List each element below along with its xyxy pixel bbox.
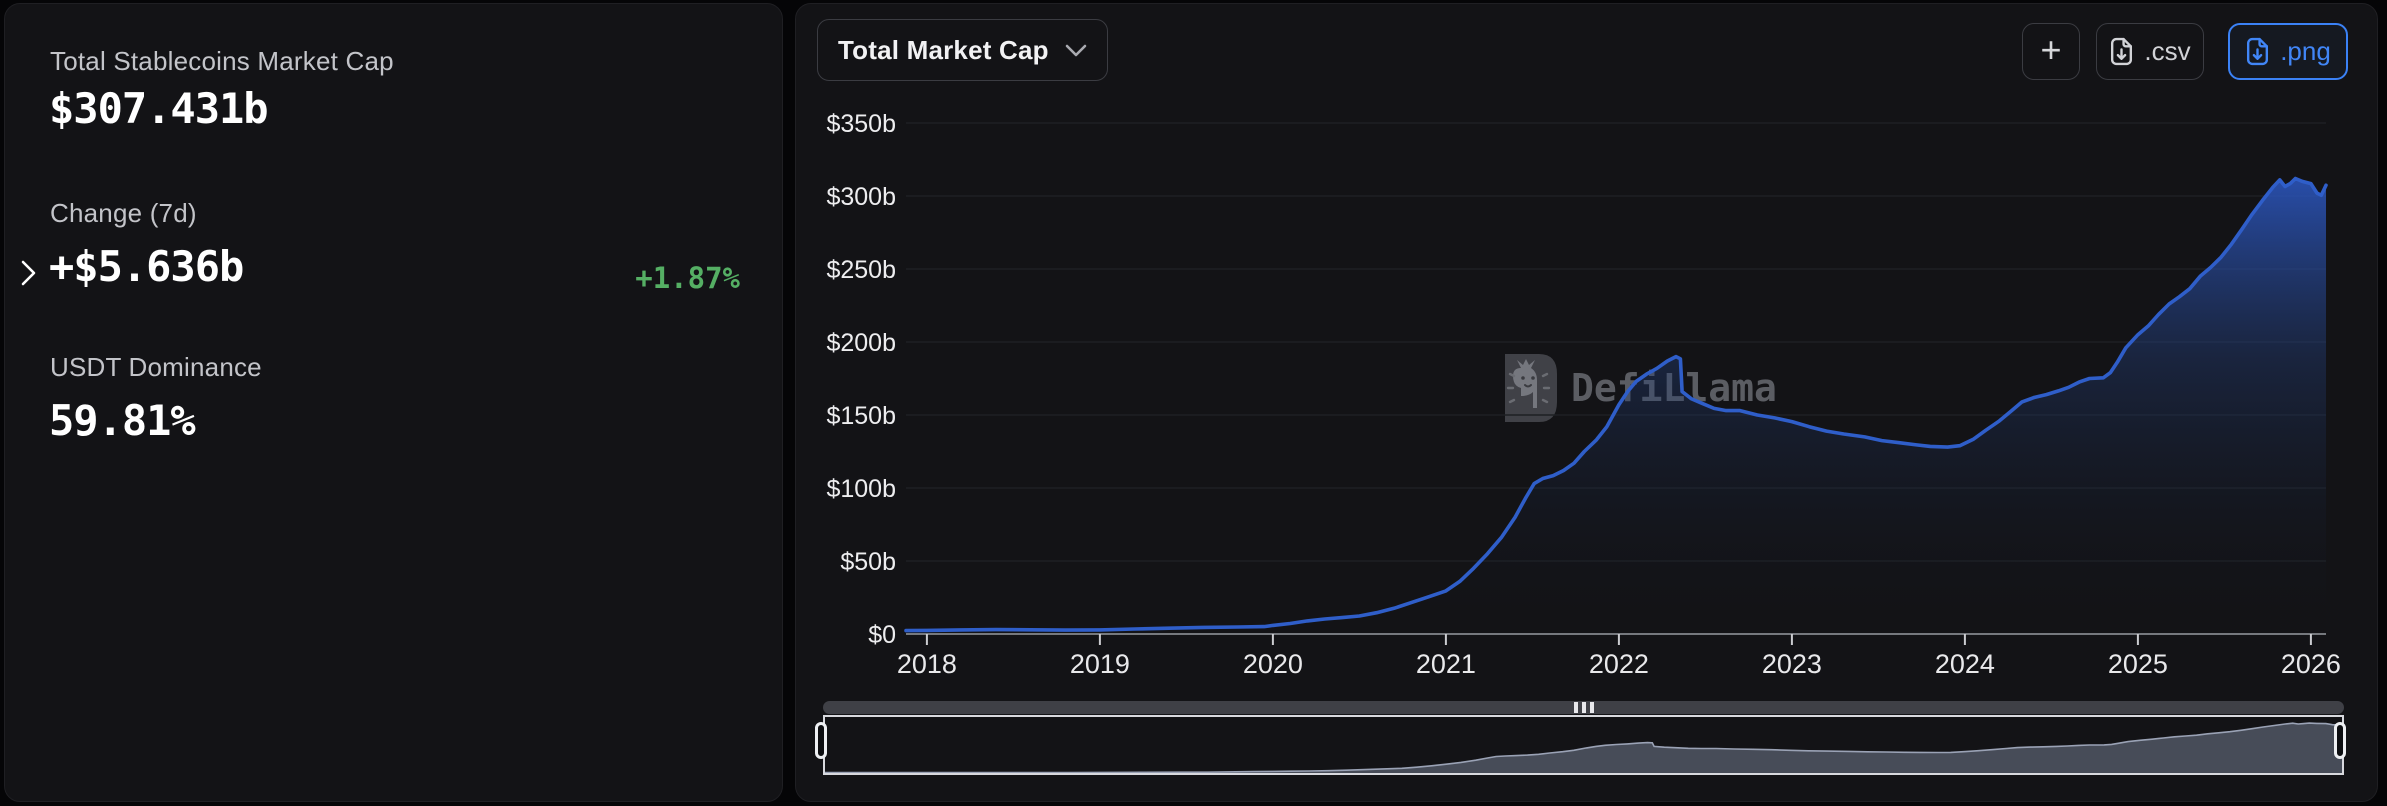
svg-text:$150b: $150b	[826, 402, 896, 430]
svg-text:$300b: $300b	[826, 183, 896, 211]
change-7d-percent-badge: +1.87%	[635, 261, 740, 295]
export-csv-button[interactable]: .csv	[2096, 23, 2204, 80]
change-7d-label: Change (7d)	[50, 198, 197, 228]
stats-panel: Total Stablecoins Market Cap $307.431b C…	[4, 3, 783, 802]
chart-panel: Total Market Cap + .csv .png	[795, 3, 2378, 802]
svg-text:$100b: $100b	[826, 475, 896, 503]
x-axis: 2018 2019 2020 2021 2022 2023 2024 2025 2026	[897, 634, 2341, 679]
y-axis-labels: $0 $50b $100b $150b $200b $250b $300b $350b	[826, 110, 896, 649]
brush-mini-chart	[825, 722, 2342, 773]
svg-text:$350b: $350b	[826, 110, 896, 138]
csv-button-label: .csv	[2144, 36, 2191, 66]
brush-handle-right[interactable]	[2334, 722, 2346, 759]
svg-text:2024: 2024	[1935, 649, 1995, 679]
svg-text:$50b: $50b	[840, 548, 896, 576]
add-button-label: +	[2040, 28, 2062, 70]
brush-handle-left[interactable]	[815, 722, 827, 759]
file-download-icon	[2247, 37, 2269, 66]
svg-text:2021: 2021	[1416, 649, 1476, 679]
usdt-dominance-label: USDT Dominance	[50, 352, 262, 382]
svg-text:2023: 2023	[1762, 649, 1822, 679]
svg-text:2020: 2020	[1243, 649, 1303, 679]
svg-text:$250b: $250b	[826, 256, 896, 284]
svg-text:$200b: $200b	[826, 329, 896, 357]
brush-grip-icon	[1589, 702, 1594, 713]
defillama-llama-icon	[1505, 354, 1557, 422]
add-chart-button[interactable]: +	[2022, 23, 2080, 80]
svg-text:2025: 2025	[2108, 649, 2168, 679]
metric-selector-label: Total Market Cap	[838, 34, 1049, 65]
metric-selector-dropdown[interactable]: Total Market Cap	[817, 19, 1108, 81]
brush-drag-bar[interactable]	[823, 701, 2344, 714]
brush-grip-icon	[1581, 702, 1586, 713]
file-download-icon	[2111, 37, 2133, 66]
svg-text:2018: 2018	[897, 649, 957, 679]
change-7d-value: +$5.636b	[49, 242, 244, 291]
export-png-button[interactable]: .png	[2228, 23, 2348, 80]
svg-text:2022: 2022	[1589, 649, 1649, 679]
market-cap-label: Total Stablecoins Market Cap	[50, 46, 394, 76]
market-cap-area	[906, 178, 2326, 634]
svg-text:$0: $0	[868, 621, 896, 649]
usdt-dominance-value: 59.81%	[49, 396, 196, 445]
png-button-label: .png	[2280, 36, 2331, 66]
svg-text:2026: 2026	[2281, 649, 2341, 679]
time-range-brush[interactable]	[823, 715, 2344, 775]
market-cap-line	[904, 176, 2328, 633]
market-cap-area-chart[interactable]: $0 $50b $100b $150b $200b $250b $300b $350b 2018…	[822, 96, 2362, 688]
svg-text:2019: 2019	[1070, 649, 1130, 679]
chevron-down-icon	[1065, 44, 1087, 56]
expand-change-chevron-icon[interactable]	[15, 256, 41, 290]
market-cap-value: $307.431b	[49, 84, 269, 133]
brush-grip-icon	[1573, 702, 1578, 713]
